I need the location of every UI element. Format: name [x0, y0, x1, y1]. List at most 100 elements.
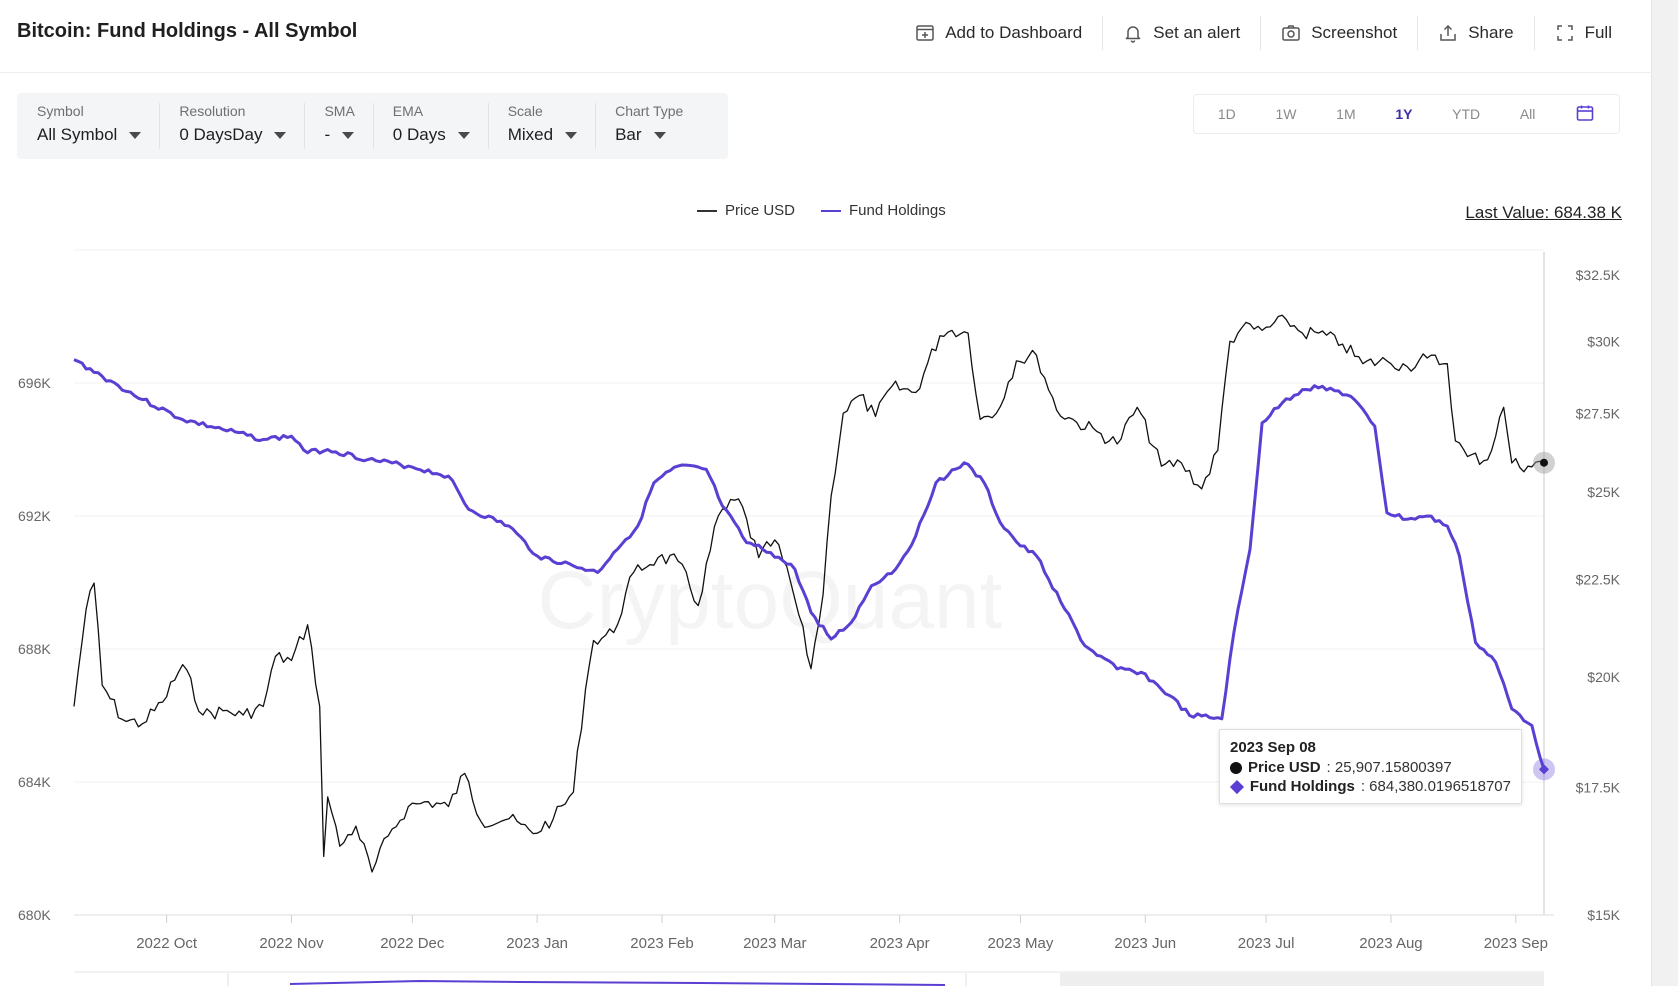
navigator-series-preview — [289, 979, 946, 986]
x-tick-label: 2023 Feb — [630, 935, 693, 952]
x-axis: 2022 Oct 2022 Nov 2022 Dec 2023 Jan 2023 Feb… — [74, 914, 1554, 952]
x-tick-label: 2023 May — [988, 935, 1054, 952]
fullscreen-icon — [1556, 25, 1573, 41]
circle-marker-icon — [1230, 761, 1242, 774]
add-to-dashboard-button[interactable]: Add to Dashboard — [895, 16, 1102, 50]
caret-down-icon — [129, 131, 142, 139]
tooltip-holdings-label: Fund Holdings — [1249, 778, 1355, 795]
camera-icon — [1282, 25, 1300, 41]
x-tick-label: 2023 Mar — [743, 935, 806, 952]
holdings-marker — [1539, 764, 1549, 775]
diamond-marker-icon — [1229, 779, 1244, 794]
ema-value: 0 Days — [392, 125, 446, 144]
calendar-icon — [1576, 105, 1594, 121]
tooltip-holdings-row: Fund Holdings : 684,380.0196518707 — [1229, 777, 1511, 796]
left-axis: 680K 684K 688K 692K 696K — [18, 375, 51, 923]
price-marker — [1540, 458, 1548, 467]
x-tick-label: 2023 Sep — [1484, 935, 1548, 952]
symbol-value: All Symbol — [37, 125, 118, 144]
tooltip-date: 2023 Sep 08 — [1230, 739, 1316, 756]
time-range-selector: 1D 1W 1M 1Y YTD All — [1193, 94, 1620, 134]
screenshot-button[interactable]: Screenshot — [1260, 16, 1417, 50]
x-tick-label: 2023 Jun — [1114, 935, 1176, 952]
left-tick-label: 696K — [18, 375, 51, 391]
range-all[interactable]: All — [1519, 106, 1536, 122]
fullscreen-button[interactable]: Full — [1533, 16, 1632, 50]
caret-down-icon — [342, 131, 355, 139]
left-tick-label: 692K — [18, 508, 51, 524]
range-1w[interactable]: 1W — [1275, 106, 1297, 122]
legend-swatch-holdings — [821, 209, 842, 212]
tooltip-price-label: Price USD — [1248, 759, 1321, 776]
window-scroll-strip[interactable] — [1651, 0, 1678, 986]
caret-down-icon — [457, 131, 470, 139]
ema-select[interactable]: EMA 0 Days — [372, 93, 488, 159]
chart-legend: Price USD Fund Holdings — [697, 202, 946, 219]
tooltip-price-value: : 25,907.15800397 — [1326, 759, 1452, 776]
symbol-select[interactable]: Symbol All Symbol — [17, 93, 159, 159]
x-tick-label: 2022 Oct — [136, 935, 198, 952]
scale-value: Mixed — [507, 125, 554, 144]
legend-price-label: Price USD — [725, 202, 796, 219]
range-1m[interactable]: 1M — [1336, 106, 1356, 122]
series-lines — [73, 314, 1546, 873]
right-tick-label: $22.5K — [1576, 571, 1621, 587]
legend-swatch-price — [697, 209, 717, 212]
caret-down-icon — [565, 131, 578, 139]
tooltip-holdings-value: : 684,380.0196518707 — [1360, 778, 1511, 795]
range-ytd[interactable]: YTD — [1452, 106, 1481, 122]
dashboard-add-icon — [916, 25, 934, 41]
share-button[interactable]: Share — [1417, 16, 1533, 50]
set-alert-button[interactable]: Set an alert — [1102, 16, 1260, 50]
scale-select[interactable]: Scale Mixed — [487, 93, 595, 159]
chart-type-label: Chart Type — [615, 103, 684, 119]
navigator-scrollbar[interactable] — [74, 971, 1544, 986]
calendar-button[interactable] — [1569, 99, 1601, 130]
right-tick-label: $25K — [1587, 484, 1620, 500]
share-label: Share — [1468, 23, 1514, 42]
x-tick-label: 2023 Jul — [1238, 935, 1295, 952]
header-actions: Add to Dashboard Set an alert Screenshot… — [895, 16, 1632, 50]
ema-label: EMA — [392, 103, 424, 119]
caret-down-icon — [653, 131, 666, 139]
fund-holdings-line — [73, 358, 1546, 770]
price-usd-line — [73, 314, 1545, 873]
resolution-value: 0 DaysDay — [179, 125, 263, 144]
grid-lines — [74, 249, 1545, 916]
range-1y[interactable]: 1Y — [1395, 106, 1413, 122]
legend-fund-holdings[interactable]: Fund Holdings — [821, 202, 946, 219]
sma-value: - — [324, 125, 331, 144]
legend-price-usd[interactable]: Price USD — [697, 202, 795, 219]
left-tick-label: 680K — [18, 907, 51, 923]
chart-type-value: Bar — [615, 125, 642, 144]
screenshot-label: Screenshot — [1311, 23, 1398, 42]
last-value-link[interactable]: Last Value: 684.38 K — [1465, 203, 1622, 222]
legend-holdings-label: Fund Holdings — [849, 202, 946, 219]
page-title: Bitcoin: Fund Holdings - All Symbol — [17, 20, 358, 42]
chart-controls: Symbol All Symbol Resolution 0 DaysDay S… — [17, 93, 728, 159]
chart-tooltip: 2023 Sep 08 Price USD : 25,907.15800397 F… — [1219, 729, 1522, 804]
resolution-select[interactable]: Resolution 0 DaysDay — [159, 93, 304, 159]
left-tick-label: 688K — [18, 641, 51, 657]
bell-icon — [1126, 26, 1141, 43]
right-tick-label: $30K — [1587, 333, 1620, 349]
right-tick-label: $27.5K — [1576, 405, 1621, 421]
resolution-label: Resolution — [179, 103, 246, 119]
sma-select[interactable]: SMA - — [304, 93, 372, 159]
navigator-unselected-area — [1060, 973, 1544, 986]
x-tick-label: 2023 Jan — [506, 935, 568, 952]
right-axis: $15K $17.5K $20K $22.5K $25K $27.5K $30K $32.5K — [1576, 267, 1621, 923]
share-icon — [1440, 24, 1456, 41]
tooltip-price-row: Price USD : 25,907.15800397 — [1230, 758, 1511, 777]
right-tick-label: $17.5K — [1576, 779, 1621, 795]
last-point-markers — [1533, 451, 1555, 781]
x-tick-label: 2022 Nov — [259, 935, 324, 952]
right-tick-label: $20K — [1587, 669, 1620, 685]
chart-type-select[interactable]: Chart Type Bar — [595, 93, 701, 159]
range-1d[interactable]: 1D — [1217, 106, 1236, 122]
page-header: Bitcoin: Fund Holdings - All Symbol Add … — [0, 0, 1652, 73]
x-tick-label: 2023 Aug — [1359, 935, 1422, 952]
set-alert-label: Set an alert — [1153, 23, 1241, 42]
left-tick-label: 684K — [18, 774, 51, 790]
